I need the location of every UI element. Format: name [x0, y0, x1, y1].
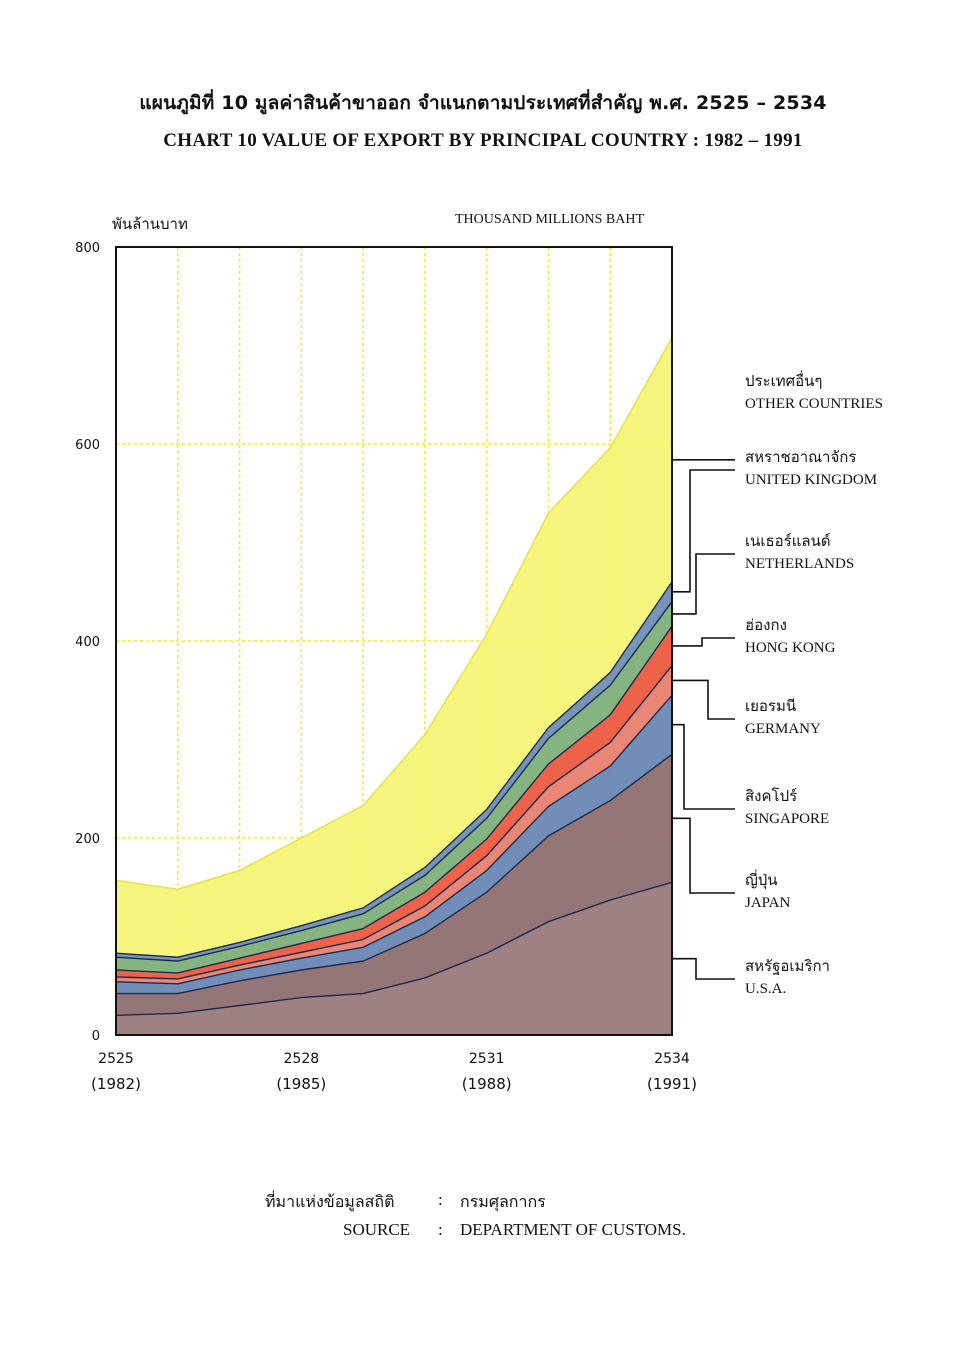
series-boundary-line — [115, 581, 673, 958]
y-tick-label: 200 — [75, 832, 100, 847]
x-tick-label: 2525 — [98, 1051, 134, 1067]
x-tick-label: 2531 — [469, 1051, 505, 1067]
source-label-thai: ที่มาแห่งข้อมูลสถิติ — [265, 1192, 395, 1211]
area-japan — [116, 754, 672, 1016]
series-boundary-line — [116, 753, 673, 995]
y-tick-label: 800 — [75, 241, 100, 256]
legend-label-thai: สหราชอาณาจักร — [745, 448, 856, 466]
legend-connector — [672, 723, 735, 810]
y-tick-label: 400 — [75, 635, 100, 650]
legend-label-thai: สหรัฐอเมริกา — [745, 957, 830, 975]
area-u-s-a- — [116, 882, 672, 1035]
x-tick-label: 2528 — [284, 1051, 320, 1067]
legend-label-thai: ประเทศอื่นๆ — [745, 370, 823, 390]
y-unit-english: THOUSAND MILLIONS BAHT — [455, 212, 644, 227]
source-sep-english: : — [438, 1220, 443, 1239]
legend-label-english: OTHER COUNTRIES — [745, 396, 883, 412]
legend-label-thai: เยอรมนี — [745, 697, 796, 715]
chart-title-english: CHART 10 VALUE OF EXPORT BY PRINCIPAL CO… — [163, 130, 803, 151]
source-value-thai: กรมศุลกากร — [460, 1192, 546, 1211]
plot-frame — [115, 246, 673, 1036]
series-boundary-line — [115, 694, 673, 985]
legend-label-thai: สิงคโปร์ — [745, 787, 797, 805]
area-netherlands — [116, 601, 672, 973]
legend-connector — [672, 679, 735, 720]
legend-label-thai: ญี่ปุ่น — [745, 869, 778, 890]
y-tick-label: 0 — [92, 1029, 100, 1044]
source-value-english: DEPARTMENT OF CUSTOMS. — [460, 1220, 686, 1239]
legend-label-thai: ฮ่องกง — [745, 616, 787, 634]
y-unit-thai: พันล้านบาท — [112, 215, 188, 233]
legend-label-english: NETHERLANDS — [745, 556, 854, 572]
x-tick-label: (1991) — [647, 1075, 697, 1093]
source-sep-thai: : — [438, 1190, 443, 1209]
legend-connector — [672, 957, 735, 980]
series-boundary-line — [115, 601, 673, 962]
area-other-countries — [116, 337, 672, 958]
series-boundary-line — [115, 625, 673, 974]
series-boundary-line — [115, 665, 673, 980]
legend-label-english: JAPAN — [745, 895, 790, 911]
legend-connector — [672, 817, 735, 894]
x-tick-label: (1985) — [276, 1075, 326, 1093]
x-tick-label: (1982) — [91, 1075, 141, 1093]
series-boundary-line — [115, 881, 673, 1016]
legend-connector — [672, 637, 735, 647]
series-boundary-line — [115, 337, 673, 890]
x-tick-label: 2534 — [654, 1051, 690, 1067]
legend-connector — [672, 553, 735, 615]
legend-label-english: UNITED KINGDOM — [745, 472, 877, 488]
x-tick-label: (1988) — [462, 1075, 512, 1093]
legend-label-english: U.S.A. — [745, 981, 786, 997]
legend-label-thai: เนเธอร์แลนด์ — [745, 532, 831, 550]
legend-label-english: GERMANY — [745, 721, 821, 737]
legend-label-english: HONG KONG — [745, 640, 836, 656]
legend-connector — [672, 469, 735, 593]
source-label-english: SOURCE — [343, 1220, 411, 1239]
legend-label-english: SINGAPORE — [745, 811, 829, 827]
y-tick-label: 600 — [75, 438, 100, 453]
area-singapore — [116, 695, 672, 994]
chart-title-thai: แผนภูมิที่ 10 มูลค่าสินค้าขาออก จำแนกตาม… — [139, 92, 827, 114]
